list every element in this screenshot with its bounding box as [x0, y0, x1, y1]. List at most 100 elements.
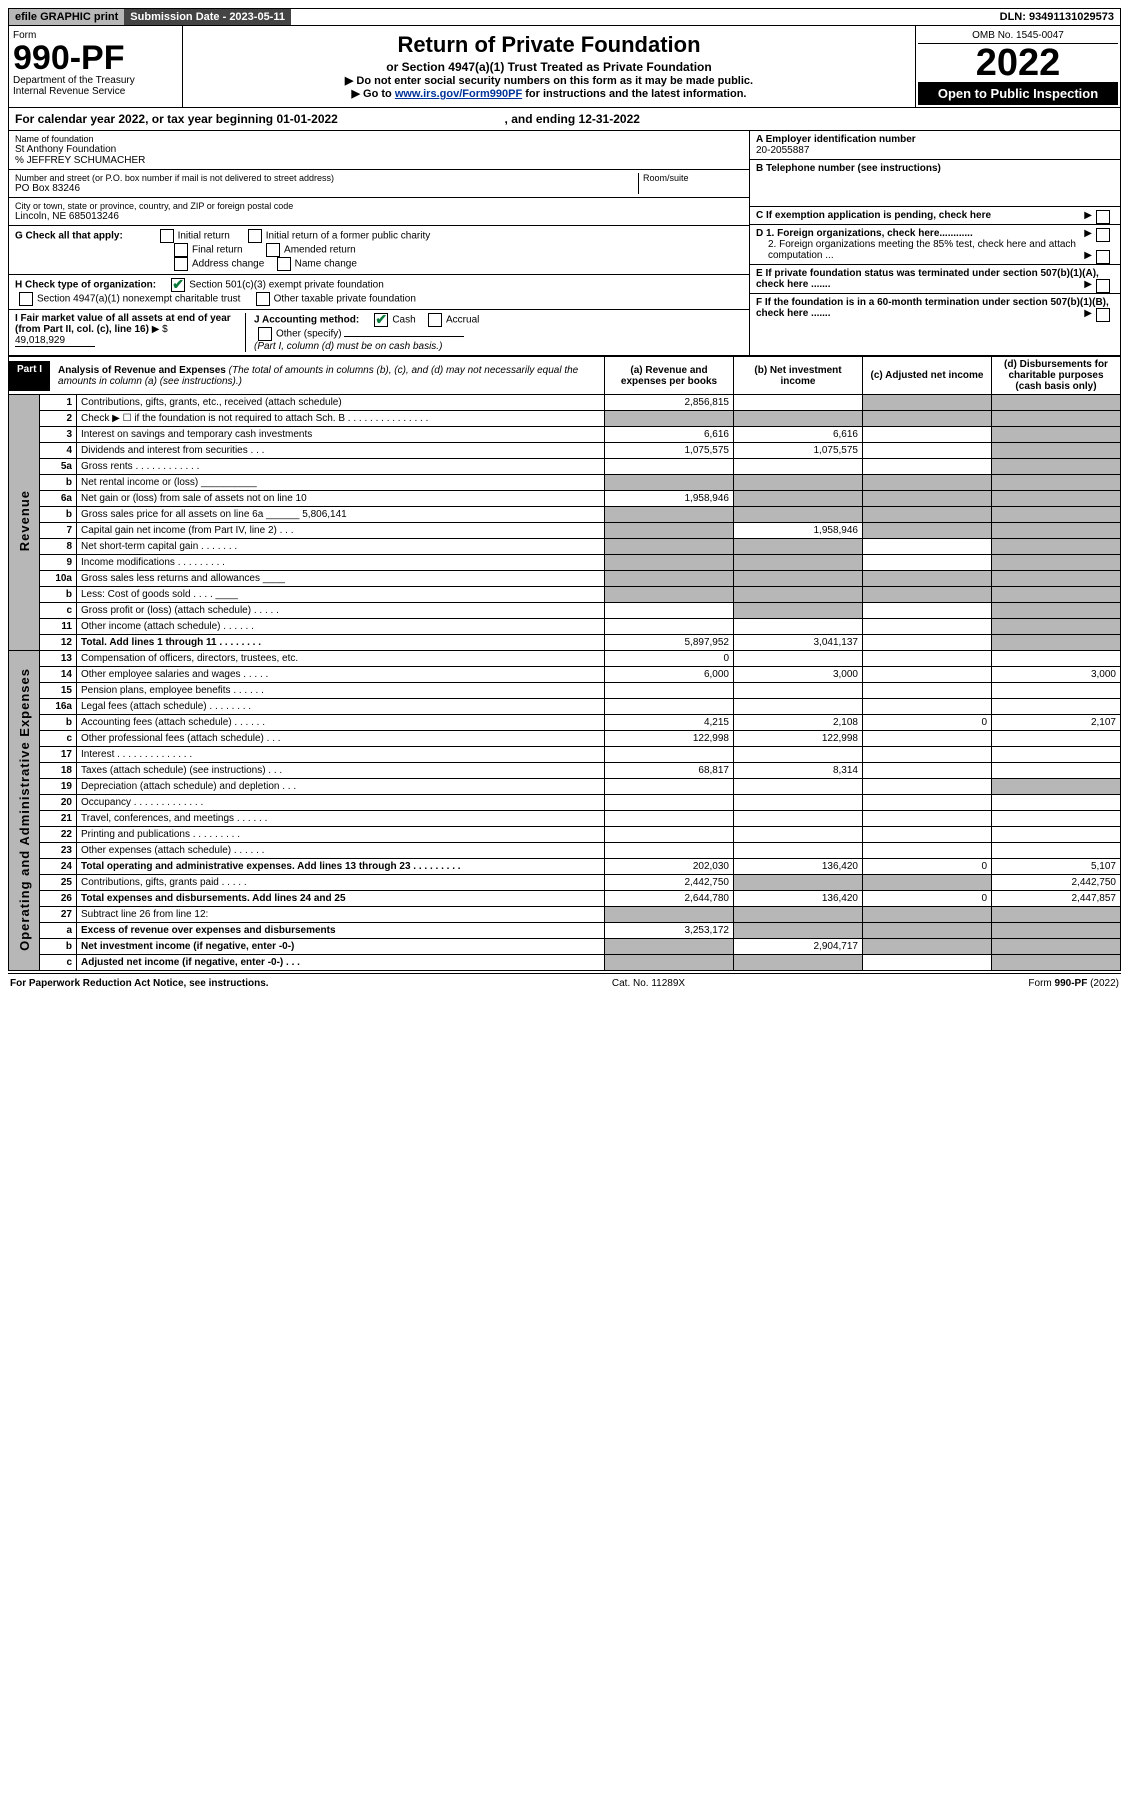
table-row: aExcess of revenue over expenses and dis… [9, 923, 1121, 939]
col-b-header: (b) Net investment income [734, 357, 863, 395]
line-number: c [40, 603, 77, 619]
cell-b: 2,108 [734, 715, 863, 731]
line-number: 16a [40, 699, 77, 715]
j-other-checkbox[interactable] [258, 327, 272, 341]
line-description: Gross sales less returns and allowances … [77, 571, 605, 587]
cell-d: 2,442,750 [992, 875, 1121, 891]
cell-d [992, 843, 1121, 859]
cell-c: 0 [863, 859, 992, 875]
line-number: 19 [40, 779, 77, 795]
cell-a: 4,215 [605, 715, 734, 731]
name-cell: Name of foundation St Anthony Foundation… [9, 131, 749, 170]
line-description: Contributions, gifts, grants paid . . . … [77, 875, 605, 891]
g-address-change-checkbox[interactable] [174, 257, 188, 271]
line-number: 3 [40, 427, 77, 443]
cell-a [605, 811, 734, 827]
line-description: Gross rents . . . . . . . . . . . . [77, 459, 605, 475]
cell-b [734, 843, 863, 859]
h-4947-checkbox[interactable] [19, 292, 33, 306]
f-checkbox[interactable] [1096, 308, 1110, 322]
g-final-return-checkbox[interactable] [174, 243, 188, 257]
cell-a: 1,958,946 [605, 491, 734, 507]
line-description: Other employee salaries and wages . . . … [77, 667, 605, 683]
line-description: Net rental income or (loss) __________ [77, 475, 605, 491]
cell-c [863, 955, 992, 971]
c-cell: C If exemption application is pending, c… [750, 207, 1120, 225]
line-description: Income modifications . . . . . . . . . [77, 555, 605, 571]
line-number: 26 [40, 891, 77, 907]
e-checkbox[interactable] [1096, 279, 1110, 293]
c-arrow: ▶ [1084, 210, 1092, 221]
line-number: b [40, 587, 77, 603]
j-cash-checkbox[interactable] [374, 313, 388, 327]
cell-d [992, 955, 1121, 971]
d2-checkbox[interactable] [1096, 250, 1110, 264]
cell-c [863, 619, 992, 635]
cell-d [992, 763, 1121, 779]
h-opt3: Other taxable private foundation [274, 294, 416, 305]
c-checkbox[interactable] [1096, 210, 1110, 224]
line-number: 17 [40, 747, 77, 763]
cell-b: 3,000 [734, 667, 863, 683]
cell-a [605, 523, 734, 539]
part1-table: Part I Analysis of Revenue and Expenses … [8, 356, 1121, 971]
line-description: Other income (attach schedule) . . . . .… [77, 619, 605, 635]
table-row: bLess: Cost of goods sold . . . . ____ [9, 587, 1121, 603]
cell-a [605, 747, 734, 763]
cell-a [605, 955, 734, 971]
foundation-name: St Anthony Foundation [15, 144, 743, 155]
cell-c: 0 [863, 715, 992, 731]
cell-d [992, 395, 1121, 411]
table-row: cAdjusted net income (if negative, enter… [9, 955, 1121, 971]
cell-d [992, 779, 1121, 795]
line-number: 4 [40, 443, 77, 459]
table-row: 10aGross sales less returns and allowanc… [9, 571, 1121, 587]
cell-b [734, 923, 863, 939]
table-row: 17Interest . . . . . . . . . . . . . . [9, 747, 1121, 763]
line-number: b [40, 939, 77, 955]
cell-c [863, 795, 992, 811]
cell-c [863, 699, 992, 715]
cell-d [992, 683, 1121, 699]
g-label: G Check all that apply: [15, 231, 123, 242]
instr2-link[interactable]: www.irs.gov/Form990PF [395, 88, 522, 100]
table-row: 2Check ▶ ☐ if the foundation is not requ… [9, 411, 1121, 427]
line-number: 7 [40, 523, 77, 539]
line-number: 11 [40, 619, 77, 635]
table-row: 8Net short-term capital gain . . . . . .… [9, 539, 1121, 555]
form-header: Form 990-PF Department of the Treasury I… [8, 26, 1121, 108]
j-accrual-checkbox[interactable] [428, 313, 442, 327]
line-description: Excess of revenue over expenses and disb… [77, 923, 605, 939]
line-number: 8 [40, 539, 77, 555]
phone-cell: B Telephone number (see instructions) [750, 160, 1120, 207]
cell-d [992, 555, 1121, 571]
d1-checkbox[interactable] [1096, 228, 1110, 242]
cell-b [734, 811, 863, 827]
instr-line1: ▶ Do not enter social security numbers o… [191, 74, 907, 87]
table-row: 15Pension plans, employee benefits . . .… [9, 683, 1121, 699]
dept-line2: Internal Revenue Service [13, 86, 178, 97]
h-label: H Check type of organization: [15, 280, 156, 291]
city-label: City or town, state or province, country… [15, 201, 743, 211]
cell-a [605, 795, 734, 811]
line-description: Less: Cost of goods sold . . . . ____ [77, 587, 605, 603]
calendar-year-row: For calendar year 2022, or tax year begi… [8, 108, 1121, 131]
j-label: J Accounting method: [254, 315, 359, 326]
h-501c3-checkbox[interactable] [171, 278, 185, 292]
g-initial-return-checkbox[interactable] [160, 229, 174, 243]
f-label: F If the foundation is in a 60-month ter… [756, 297, 1109, 319]
care-of: % JEFFREY SCHUMACHER [15, 155, 743, 166]
cell-c [863, 555, 992, 571]
cell-c [863, 635, 992, 651]
submission-date: Submission Date - 2023-05-11 [124, 9, 291, 25]
j-cash: Cash [392, 315, 415, 326]
g-amended-return-checkbox[interactable] [266, 243, 280, 257]
h-other-taxable-checkbox[interactable] [256, 292, 270, 306]
table-row: 24Total operating and administrative exp… [9, 859, 1121, 875]
line-description: Printing and publications . . . . . . . … [77, 827, 605, 843]
cell-d [992, 923, 1121, 939]
g-initial-public-charity-checkbox[interactable] [248, 229, 262, 243]
table-row: Revenue1Contributions, gifts, grants, et… [9, 395, 1121, 411]
g-name-change-checkbox[interactable] [277, 257, 291, 271]
cell-c [863, 651, 992, 667]
